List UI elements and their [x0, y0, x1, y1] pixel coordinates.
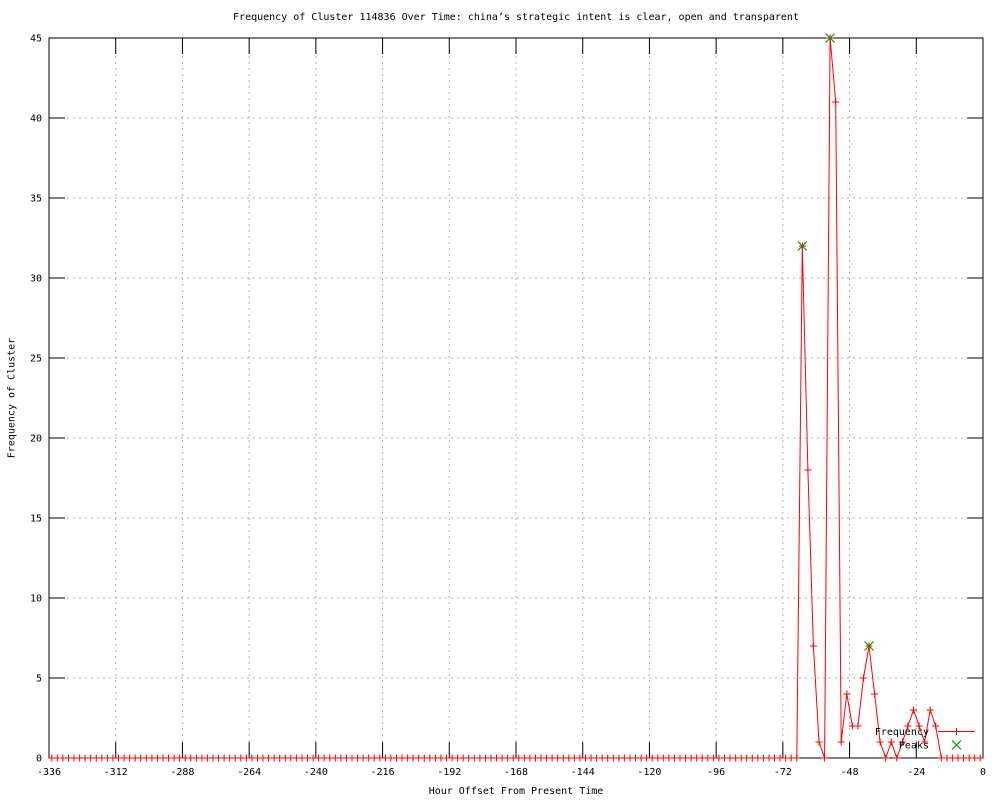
y-tick-label: 10	[30, 594, 42, 605]
y-tick-label: 30	[30, 274, 42, 285]
legend-sample-x	[951, 740, 962, 750]
x-tick-label: -192	[437, 767, 461, 778]
x-tick-label: -24	[907, 767, 925, 778]
x-tick-label: -144	[571, 767, 595, 778]
y-tick-label: 20	[30, 434, 42, 445]
x-tick-label: -240	[304, 767, 328, 778]
x-tick-label: -168	[504, 767, 528, 778]
x-tick-label: -288	[170, 767, 194, 778]
x-tick-label: -120	[637, 767, 661, 778]
x-tick-label: -96	[707, 767, 725, 778]
chart-title: Frequency of Cluster 114836 Over Time: c…	[233, 12, 799, 23]
x-tick-label: -336	[37, 767, 61, 778]
x-tick-label: -216	[371, 767, 395, 778]
y-tick-label: 40	[30, 114, 42, 125]
y-tick-label: 25	[30, 354, 42, 365]
x-tick-label: -72	[774, 767, 792, 778]
legend-label-frequency: Frequency	[875, 727, 929, 738]
x-tick-label: -264	[237, 767, 261, 778]
y-tick-label: 45	[30, 34, 42, 45]
y-tick-label: 0	[36, 754, 42, 765]
y-tick-label: 5	[36, 674, 42, 685]
x-axis-label: Hour Offset From Present Time	[428, 786, 604, 797]
legend-sample-plus	[953, 728, 960, 735]
frequency-markers	[48, 34, 984, 762]
x-tick-label: -312	[104, 767, 128, 778]
x-tick-label: -48	[841, 767, 859, 778]
legend-label-peaks: Peaks	[899, 741, 929, 752]
y-tick-label: 15	[30, 514, 42, 525]
y-tick-label: 35	[30, 194, 42, 205]
peaks-markers	[797, 33, 874, 651]
x-tick-label: 0	[980, 767, 986, 778]
